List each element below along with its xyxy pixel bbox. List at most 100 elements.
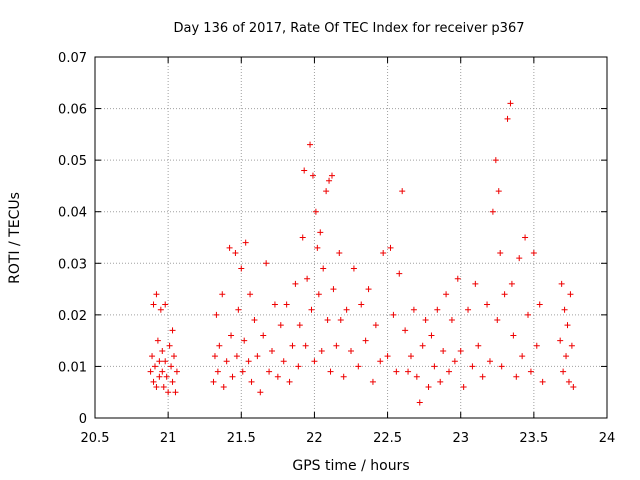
data-point-marker: [159, 347, 166, 354]
data-point-marker: [150, 378, 157, 385]
data-point-marker: [362, 337, 369, 344]
data-point-marker: [153, 291, 160, 298]
data-point-marker: [280, 358, 287, 365]
data-point-marker: [320, 265, 327, 272]
y-tick-label: 0.06: [58, 103, 87, 118]
data-point-marker: [151, 363, 158, 370]
data-point-marker: [210, 378, 217, 385]
data-point-marker: [495, 188, 502, 195]
x-tick-label: 24: [599, 431, 616, 446]
data-point-marker: [469, 363, 476, 370]
data-point-marker: [568, 342, 575, 349]
data-point-marker: [235, 306, 242, 313]
data-point-marker: [489, 208, 496, 215]
data-point-marker: [377, 358, 384, 365]
data-point-marker: [513, 373, 520, 380]
data-point-marker: [507, 100, 514, 107]
data-point-marker: [330, 286, 337, 293]
data-point-marker: [228, 332, 235, 339]
data-point-marker: [263, 260, 270, 267]
x-tick-label: 20.5: [81, 431, 110, 446]
data-point-marker: [369, 378, 376, 385]
data-point-marker: [247, 291, 254, 298]
data-point-marker: [465, 306, 472, 313]
data-point-marker: [315, 291, 322, 298]
data-point-marker: [326, 177, 333, 184]
data-point-marker: [309, 172, 316, 179]
data-point-marker: [327, 368, 334, 375]
data-point-marker: [563, 353, 570, 360]
data-point-marker: [337, 317, 344, 324]
data-point-marker: [564, 322, 571, 329]
data-point-marker: [494, 317, 501, 324]
data-point-marker: [238, 265, 245, 272]
data-point-marker: [239, 368, 246, 375]
y-tick-label: 0: [79, 412, 87, 427]
data-point-marker: [460, 384, 467, 391]
x-tick-label: 21: [160, 431, 177, 446]
data-point-marker: [251, 317, 258, 324]
data-point-marker: [159, 368, 166, 375]
data-point-marker: [516, 255, 523, 262]
data-point-marker: [286, 378, 293, 385]
data-point-marker: [539, 378, 546, 385]
data-point-marker: [156, 358, 163, 365]
data-point-marker: [170, 353, 177, 360]
data-point-marker: [314, 244, 321, 251]
data-point-marker: [561, 306, 568, 313]
data-point-marker: [504, 115, 511, 122]
data-point-marker: [242, 239, 249, 246]
x-tick-label: 23: [452, 431, 469, 446]
data-point-marker: [220, 384, 227, 391]
data-point-marker: [311, 358, 318, 365]
data-point-marker: [358, 301, 365, 308]
data-point-marker: [166, 342, 173, 349]
data-point-marker: [232, 249, 239, 256]
data-point-marker: [312, 208, 319, 215]
x-axis-label: GPS time / hours: [292, 458, 409, 474]
data-point-marker: [302, 342, 309, 349]
data-point-marker: [557, 337, 564, 344]
data-point-marker: [413, 373, 420, 380]
data-point-marker: [154, 337, 161, 344]
data-point-marker: [425, 384, 432, 391]
data-point-marker: [399, 188, 406, 195]
grid-lines: [95, 57, 607, 418]
data-point-marker: [301, 167, 308, 174]
y-tick-label: 0.03: [58, 257, 87, 272]
data-point-marker: [226, 244, 233, 251]
data-point-marker: [214, 368, 221, 375]
data-point-marker: [283, 301, 290, 308]
data-point-marker: [163, 373, 170, 380]
data-point-marker: [402, 327, 409, 334]
data-point-marker: [172, 389, 179, 396]
data-point-marker: [451, 358, 458, 365]
y-tick-label: 0.07: [58, 51, 87, 66]
data-point-marker: [340, 373, 347, 380]
data-point-marker: [269, 347, 276, 354]
data-point-marker: [508, 280, 515, 287]
data-point-marker: [434, 306, 441, 313]
data-point-marker: [229, 373, 236, 380]
data-point-marker: [213, 311, 220, 318]
data-point-marker: [484, 301, 491, 308]
data-point-marker: [525, 311, 532, 318]
data-point-marker: [233, 353, 240, 360]
data-markers: [147, 100, 577, 406]
data-point-marker: [295, 363, 302, 370]
data-point-marker: [497, 249, 504, 256]
data-point-marker: [150, 301, 157, 308]
data-point-marker: [527, 368, 534, 375]
data-point-marker: [440, 347, 447, 354]
data-point-marker: [160, 384, 167, 391]
data-point-marker: [149, 353, 156, 360]
data-point-marker: [519, 353, 526, 360]
data-point-marker: [570, 384, 577, 391]
data-point-marker: [558, 280, 565, 287]
data-point-marker: [169, 378, 176, 385]
data-point-marker: [457, 347, 464, 354]
data-point-marker: [405, 368, 412, 375]
data-point-marker: [318, 347, 325, 354]
data-point-marker: [510, 332, 517, 339]
